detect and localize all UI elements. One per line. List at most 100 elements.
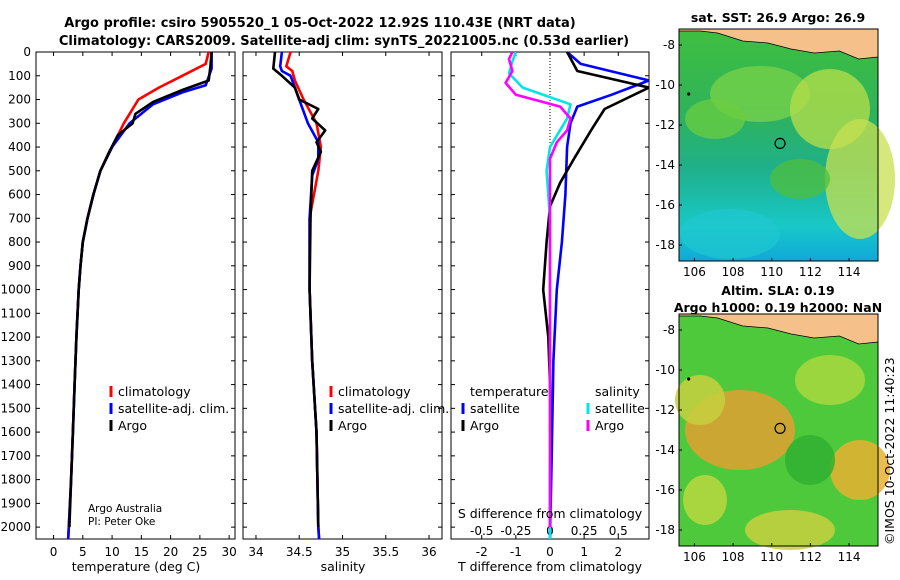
axes-frame — [35, 51, 236, 540]
x-tick-label: 0 — [50, 545, 58, 559]
y-tick-label: 1300 — [0, 354, 31, 368]
sla-patch — [745, 510, 835, 550]
map-y-tick-label: -16 — [655, 198, 675, 212]
sst-patch — [825, 119, 895, 239]
legend-s-satellite: satellite — [595, 401, 645, 416]
x2-tick-label: 0.5 — [609, 524, 628, 538]
float-position-marker — [774, 422, 786, 434]
map-y-tick-label: -18 — [655, 523, 675, 537]
island-marker — [687, 377, 691, 381]
imos-watermark: ©IMOS 10-Oct-2022 11:40:23 — [882, 357, 897, 545]
axes-frame — [242, 51, 443, 540]
series-satellite-adj-clim- — [278, 52, 321, 539]
series-argo — [271, 52, 327, 528]
y-tick-label: 1800 — [0, 473, 31, 487]
legend-t-argo: Argo — [470, 418, 499, 433]
series-t-satellite — [548, 52, 649, 539]
sst-cool-patch — [680, 209, 780, 259]
sla-patch — [830, 440, 890, 500]
legend-satellite: satellite-adj. clim. — [118, 401, 229, 416]
temperature-xlabel: temperature (deg C) — [72, 559, 201, 574]
map-y-tick-label: -16 — [655, 483, 675, 497]
x-tick-label: 30 — [222, 545, 237, 559]
y-tick-label: 1400 — [0, 378, 31, 392]
series-s-satellite — [507, 52, 572, 539]
sla-patch — [785, 435, 835, 485]
series-group — [271, 52, 327, 539]
map-y-tick-label: -14 — [655, 443, 675, 457]
y-tick-label: 1000 — [0, 283, 31, 297]
legend-title-temperature: temperature — [470, 384, 549, 399]
y-tick-label: 2000 — [0, 520, 31, 534]
series-group — [66, 52, 213, 539]
map-x-tick-label: 112 — [799, 550, 822, 564]
series-satellite-adj-clim- — [66, 52, 213, 539]
difference-legend: temperature salinity satellite Argo sate… — [461, 384, 645, 433]
map-frame — [678, 28, 879, 262]
salinity-xlabel: salinity — [321, 559, 366, 574]
x-tick-label: 36 — [421, 545, 436, 559]
t-difference-xlabel: T difference from climatology — [457, 559, 643, 574]
y-tick-label: 500 — [8, 164, 31, 178]
legend-climatology: climatology — [118, 384, 191, 399]
sst-patch — [685, 99, 745, 139]
map-y-tick-label: -8 — [663, 323, 675, 337]
y-tick-label: 700 — [8, 211, 31, 225]
legend-climatology: climatology — [338, 384, 411, 399]
series-group — [504, 52, 649, 539]
x-tick-label: 10 — [104, 545, 119, 559]
legend-satellite: satellite-adj. clim. — [338, 401, 449, 416]
y-tick-label: 1500 — [0, 401, 31, 415]
series-climatology — [284, 52, 323, 539]
y-tick-label: 1100 — [0, 306, 31, 320]
map-x-tick-label: 108 — [722, 265, 745, 279]
y-tick-label: 100 — [8, 69, 31, 83]
map-x-tick-label: 110 — [760, 265, 783, 279]
map-y-tick-label: -12 — [655, 403, 675, 417]
y-tick-label: 400 — [8, 140, 31, 154]
salinity-legend: climatology satellite-adj. clim. Argo — [329, 384, 449, 433]
map-y-tick-label: -10 — [655, 363, 675, 377]
x-tick-label: 0 — [546, 545, 554, 559]
title-line-2: Climatology: CARS2009. Satellite-adj cli… — [59, 34, 629, 49]
map-y-tick-label: -10 — [655, 78, 675, 92]
y-tick-label: 1200 — [0, 330, 31, 344]
island-marker — [687, 92, 691, 96]
x2-tick-label: -0.5 — [470, 524, 493, 538]
y-tick-label: 1600 — [0, 425, 31, 439]
difference-panel: -2 -1 0 1 2-0.5 -0.25 0 0.25 0.5 — [450, 51, 650, 559]
x-tick-label: 15 — [134, 545, 149, 559]
legend-argo: Argo — [118, 418, 147, 433]
y-tick-label: 200 — [8, 93, 31, 107]
y-tick-label: 0 — [23, 45, 31, 59]
map-x-tick-label: 106 — [683, 265, 706, 279]
x-tick-label: 35.5 — [372, 545, 399, 559]
x-tick-label: 1 — [580, 545, 588, 559]
credit-pi: PI: Peter Oke — [88, 516, 155, 528]
temperature-legend: climatology satellite-adj. clim. Argo — [109, 384, 229, 433]
credit-org: Argo Australia — [88, 503, 162, 515]
series-t-argo — [541, 52, 649, 528]
y-tick-label: 300 — [8, 116, 31, 130]
sla-map-title-2: Argo h1000: 0.19 h2000: NaN — [674, 300, 882, 315]
sla-patch — [675, 375, 725, 425]
legend-argo: Argo — [338, 418, 367, 433]
y-tick-label: 900 — [8, 259, 31, 273]
x-tick-label: 25 — [192, 545, 207, 559]
sla-patch — [683, 475, 727, 525]
salinity-panel: 34 34.5 35 35.5 36 — [242, 51, 443, 559]
sst-patch — [770, 159, 830, 199]
map-x-tick-label: 110 — [760, 550, 783, 564]
legend-s-argo: Argo — [595, 418, 624, 433]
map-x-tick-label: 106 — [683, 550, 706, 564]
x-tick-label: 20 — [163, 545, 178, 559]
x-tick-label: -2 — [476, 545, 488, 559]
sla-patch — [795, 355, 865, 405]
y-tick-label: 1700 — [0, 449, 31, 463]
sst-map-title: sat. SST: 26.9 Argo: 26.9 — [691, 10, 865, 25]
map-x-tick-label: 108 — [722, 550, 745, 564]
x2-tick-label: -0.25 — [500, 524, 531, 538]
map-y-tick-label: -8 — [663, 38, 675, 52]
legend-t-satellite: satellite — [470, 401, 520, 416]
